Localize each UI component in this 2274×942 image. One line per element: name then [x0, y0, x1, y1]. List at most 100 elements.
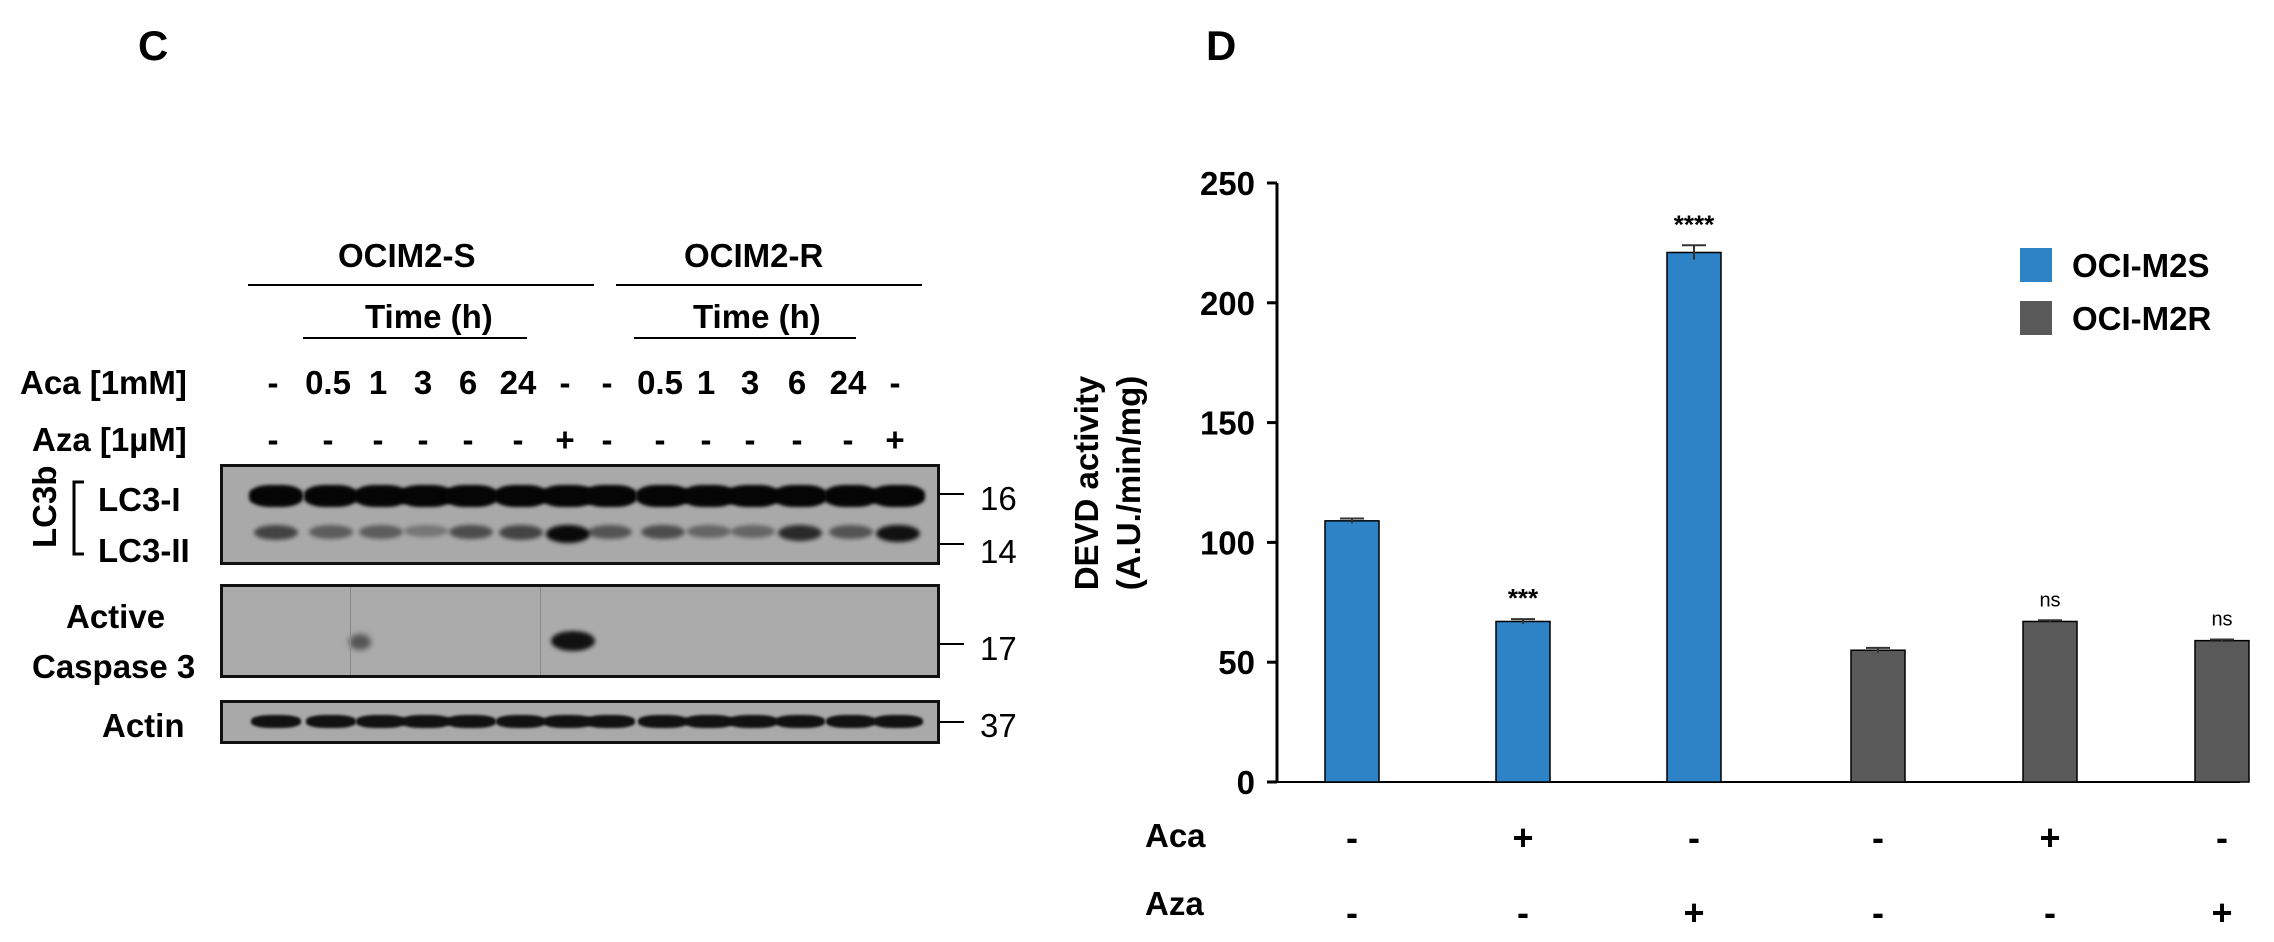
time-label-s: Time (h) — [365, 298, 493, 335]
mw-16: 16 — [980, 480, 1017, 517]
lc3-ii-band — [449, 525, 493, 540]
mw-37: 37 — [980, 707, 1017, 744]
aca-sign: - — [2216, 817, 2228, 858]
lc3-i-band — [399, 485, 453, 507]
actin-band — [251, 715, 301, 728]
aca-lane-10: 3 — [740, 364, 760, 401]
mw-tick-16 — [940, 493, 964, 495]
actin-band — [446, 715, 496, 728]
aza-lane-3: - — [417, 421, 429, 458]
significance-label: *** — [1508, 583, 1539, 613]
aca-axis-label: Aca — [1145, 817, 1206, 854]
bar-1 — [1324, 520, 1380, 783]
aca-lane-12: 24 — [829, 364, 867, 401]
actin-band — [401, 715, 451, 728]
aca-lane-3: 3 — [413, 364, 433, 401]
caspase-label: Caspase 3 — [32, 648, 196, 685]
y-axis-label: DEVD activity — [1068, 375, 1105, 590]
lc3b-bracket — [72, 480, 84, 556]
actin-band — [728, 715, 778, 728]
actin-band — [775, 715, 825, 728]
lc3-i-band — [304, 485, 358, 507]
aca-lane-7: - — [601, 364, 613, 401]
aca-lane-6: - — [559, 364, 571, 401]
active-label: Active — [66, 598, 166, 635]
lc3b-label: LC3b — [26, 465, 63, 549]
y-tick-label: 0 — [1237, 764, 1255, 801]
lc3-ii-band — [499, 525, 543, 540]
aza-axis-label: Aza — [1145, 885, 1204, 922]
lc3-i-band — [249, 485, 303, 507]
aca-lane-8: 0.5 — [637, 364, 683, 401]
aca-sign: - — [1346, 817, 1358, 858]
lc3-ii-band — [731, 525, 775, 539]
y-axis-label-units: (A.U./min/mg) — [1110, 376, 1147, 590]
mw-tick-17 — [940, 643, 964, 645]
aza-lane-1: - — [322, 421, 334, 458]
aca-lane-11: 6 — [787, 364, 807, 401]
legend-swatch-1 — [2020, 248, 2052, 282]
aca-lane-9: 1 — [696, 364, 716, 401]
time-line-r — [634, 337, 856, 339]
aca-lane-13: - — [889, 364, 901, 401]
actin-band — [684, 715, 734, 728]
group-label-r: OCIM2-R — [684, 237, 824, 274]
lc3-ii-band — [309, 525, 353, 539]
lc3-i-band — [494, 485, 548, 507]
significance-label: ns — [2039, 589, 2060, 611]
blot-seam-2 — [540, 587, 541, 675]
group-line-r — [616, 284, 922, 286]
significance-label: ns — [2211, 608, 2232, 630]
actin-band — [306, 715, 356, 728]
aza-sign: - — [1872, 892, 1884, 933]
lc3-i-band — [636, 485, 690, 507]
time-line-s — [303, 337, 527, 339]
mw-tick-37 — [940, 721, 964, 723]
aca-lane-4: 6 — [458, 364, 478, 401]
mw-14: 14 — [980, 533, 1017, 570]
actin-band — [638, 715, 688, 728]
lc3-i-label: LC3-I — [98, 481, 181, 518]
lc3-i-band — [583, 485, 637, 507]
aca-sign: - — [1872, 817, 1884, 858]
aca-lane-5: 24 — [499, 364, 537, 401]
caspase-band-faint — [349, 634, 371, 650]
aza-lane-4: - — [462, 421, 474, 458]
aza-sign: + — [2211, 892, 2232, 933]
actin-band — [356, 715, 406, 728]
y-tick-label: 50 — [1218, 644, 1255, 681]
lc3-ii-band — [359, 525, 403, 539]
aza-lane-6: + — [555, 421, 575, 458]
y-tick-label: 150 — [1200, 405, 1255, 442]
significance-label: **** — [1674, 209, 1715, 239]
lc3-i-band — [682, 485, 736, 507]
legend-swatch-2 — [2020, 301, 2052, 335]
mw-17: 17 — [980, 630, 1017, 667]
blot-seam-1 — [350, 587, 351, 675]
lc3-i-band — [541, 485, 595, 507]
caspase-band-strong — [551, 631, 595, 651]
aza-lane-7: - — [601, 421, 613, 458]
aca-lane-2: 1 — [368, 364, 388, 401]
aca-sign: + — [2039, 817, 2060, 858]
legend-label-1: OCI-M2S — [2072, 247, 2210, 284]
y-tick-label: 100 — [1200, 524, 1255, 561]
legend-label-2: OCI-M2R — [2072, 300, 2212, 337]
actin-band — [496, 715, 546, 728]
lc3-ii-band — [641, 525, 685, 540]
lc3-i-band — [354, 485, 408, 507]
lc3-ii-band — [876, 525, 920, 543]
aza-lane-2: - — [372, 421, 384, 458]
panel-d-letter: D — [1206, 22, 1237, 69]
bar-3 — [1666, 251, 1722, 783]
caspase-blot — [220, 584, 940, 678]
lc3b-blot — [220, 464, 940, 565]
aza-lane-8: - — [654, 421, 666, 458]
aza-lane-12: - — [842, 421, 854, 458]
y-tick-label: 250 — [1200, 165, 1255, 202]
actin-band — [826, 715, 876, 728]
bar-6 — [2194, 639, 2250, 783]
time-label-r: Time (h) — [693, 298, 821, 335]
aca-lane-1: 0.5 — [305, 364, 351, 401]
lc3-ii-band — [778, 525, 822, 541]
